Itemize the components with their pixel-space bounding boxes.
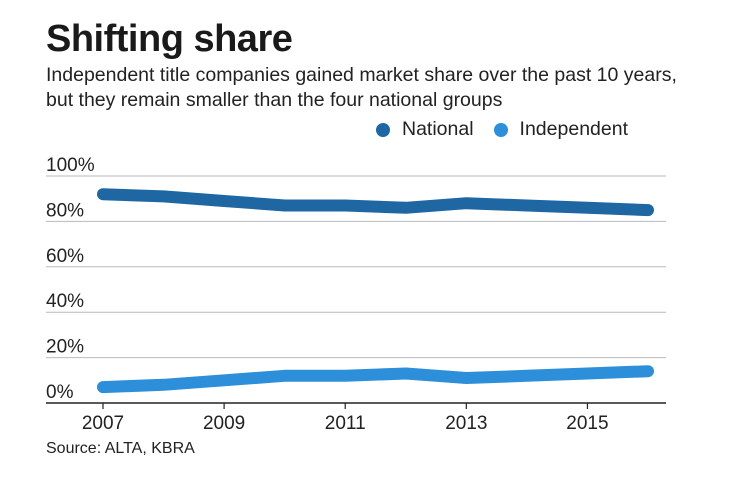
series-line-national [97,188,654,217]
x-tick-label-2013: 2013 [445,413,487,434]
x-tick-label-2009: 2009 [203,413,245,434]
chart-subtitle: Independent title companies gained marke… [46,64,677,111]
y-axis-labels: 0% 20% 40% 60% 80% 100% [46,155,95,403]
legend: National Independent [356,118,628,141]
chart-title: Shifting share [46,18,293,60]
y-tick-label-40pct: 40% [46,291,84,312]
x-tick-label-2011: 2011 [325,413,366,434]
y-tick-label-100pct: 100% [46,155,95,176]
y-tick-label-0pct: 0% [46,382,74,403]
legend-marker-independent [493,122,508,137]
y-tick-label-80pct: 80% [46,200,84,221]
y-tick-label-20pct: 20% [46,337,84,358]
gridlines [46,175,666,359]
x-tick-label-2015: 2015 [566,413,608,434]
source-note: Source: ALTA, KBRA [46,440,195,457]
series-lines [97,188,654,394]
y-tick-label-60pct: 60% [46,246,84,267]
legend-label-national: National [402,118,474,140]
legend-marker-national [376,122,390,137]
x-axis-labels: 2007 2009 2011 2013 2015 [82,413,609,434]
legend-item-independent: Independent [493,118,628,141]
x-axis [46,402,666,409]
legend-label-independent: Independent [519,118,628,140]
series-line-independent [97,365,654,394]
x-tick-label-2007: 2007 [82,413,124,434]
legend-item-national: National [376,118,474,141]
